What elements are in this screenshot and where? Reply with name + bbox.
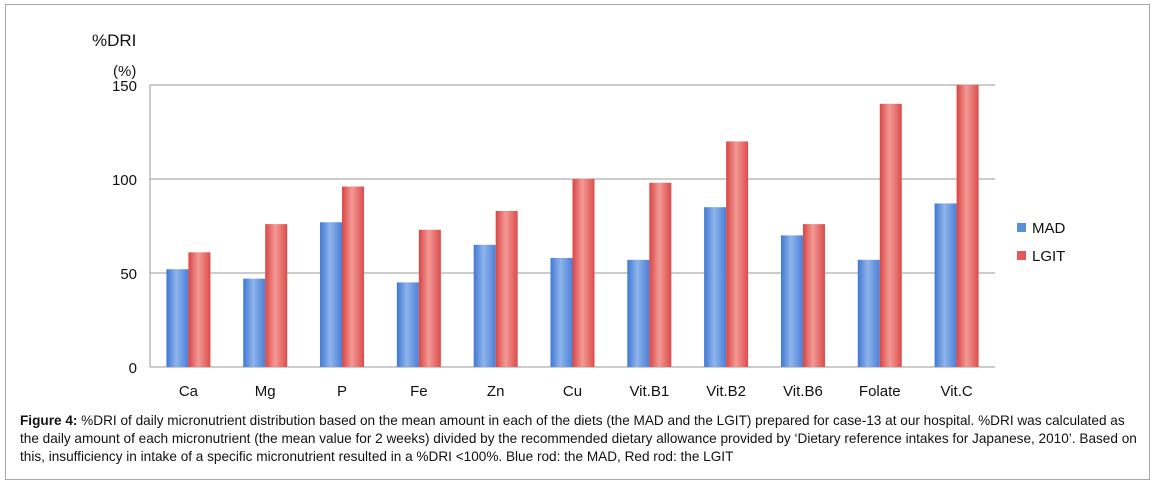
x-tick-label: Vit.B1 [629,383,669,400]
caption-text: %DRI of daily micronutrient distribution… [20,413,1137,464]
bar-mad-zn [473,244,496,367]
caption-label: Figure 4: [20,413,78,428]
x-tick-label: Mg [255,383,276,400]
y-axis-label: %DRI [92,31,136,50]
x-tick-label: Vit.B2 [706,383,746,400]
bar-lgit-vitb2 [726,141,749,367]
x-tick-label: Vit.C [940,383,972,400]
legend-label-lgit: LGIT [1032,248,1065,265]
bar-mad-vitb2 [704,207,727,367]
bar-lgit-cu [572,179,595,367]
bar-lgit-mg [265,224,288,367]
bar-lgit-zn [495,210,518,367]
y-tick-labels: 0 50 100 150 [112,78,137,377]
bar-mad-vitc [934,203,957,367]
legend-swatch-lgit [1017,251,1026,260]
bar-lgit-vitb1 [649,182,672,367]
x-tick-label: Vit.B6 [783,383,823,400]
bar-lgit-vitb6 [802,224,825,367]
legend: MAD LGIT [1017,220,1066,265]
x-tick-label: P [337,383,347,400]
bar-mad-ca [166,269,189,367]
x-tick-labels: Ca Mg P Fe Zn Cu Vit.B1 Vit.B2 Vit.B6 Folate Vit.C [179,383,973,400]
bar-mad-vitb6 [780,235,803,367]
y-tick-label: 50 [120,266,137,283]
bar-mad-fe [396,282,419,367]
bar-mad-cu [550,257,573,367]
bar-mad-vitb1 [627,259,650,367]
y-tick-label: 100 [112,172,137,189]
bar-lgit-ca [188,252,211,367]
y-axis-unit: (%) [113,63,136,80]
bar-lgit-fe [418,229,441,367]
bar-mad-mg [243,278,266,367]
bar-mad-p [320,222,343,367]
y-tick-label: 0 [129,360,137,377]
x-tick-label: Fe [410,383,428,400]
bars [166,85,979,368]
legend-swatch-mad [1017,223,1026,232]
x-tick-label: Ca [179,383,199,400]
bar-mad-folate [857,259,880,367]
figure-caption: Figure 4: %DRI of daily micronutrient di… [20,412,1140,466]
bar-chart: %DRI (%) 0 50 100 150 Ca Mg P Fe Zn Cu Vit.B1 Vit.… [92,31,1066,400]
legend-label-mad: MAD [1032,220,1066,237]
x-tick-label: Zn [487,383,505,400]
y-tick-label: 150 [112,78,137,95]
x-tick-label: Folate [859,383,901,400]
bar-lgit-vitc [956,85,979,367]
bar-lgit-folate [879,103,902,368]
bar-lgit-p [342,186,365,367]
x-tick-label: Cu [563,383,582,400]
